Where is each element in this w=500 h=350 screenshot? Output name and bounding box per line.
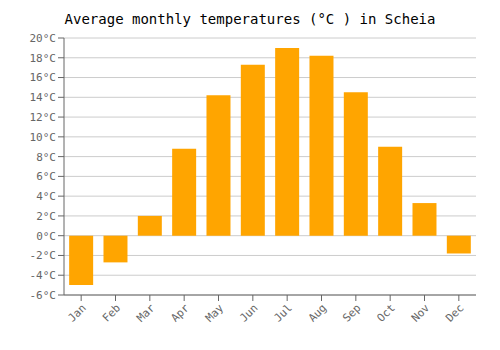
svg-text:6°C: 6°C bbox=[36, 170, 56, 183]
svg-text:Nov: Nov bbox=[409, 301, 433, 325]
svg-text:May: May bbox=[203, 301, 227, 325]
svg-text:14°C: 14°C bbox=[30, 91, 57, 104]
svg-text:12°C: 12°C bbox=[30, 111, 57, 124]
svg-text:Apr: Apr bbox=[169, 301, 193, 325]
svg-text:20°C: 20°C bbox=[30, 32, 57, 45]
svg-text:18°C: 18°C bbox=[30, 52, 57, 65]
svg-text:Feb: Feb bbox=[100, 301, 123, 324]
svg-text:0°C: 0°C bbox=[36, 230, 56, 243]
svg-text:2°C: 2°C bbox=[36, 210, 56, 223]
svg-text:-4°C: -4°C bbox=[30, 269, 57, 282]
svg-text:-6°C: -6°C bbox=[30, 289, 57, 302]
svg-text:Oct: Oct bbox=[375, 301, 398, 324]
svg-text:Sep: Sep bbox=[340, 301, 363, 324]
svg-text:8°C: 8°C bbox=[36, 151, 56, 164]
svg-text:4°C: 4°C bbox=[36, 190, 56, 203]
svg-text:Jan: Jan bbox=[66, 301, 89, 324]
svg-text:Mar: Mar bbox=[134, 301, 158, 325]
svg-text:Jul: Jul bbox=[272, 301, 295, 324]
html-text:Average monthly temperatures (: Average monthly temperatures (°C ) in Sc… bbox=[64, 11, 436, 27]
svg-text:Dec: Dec bbox=[443, 301, 466, 324]
svg-text:10°C: 10°C bbox=[30, 131, 57, 144]
svg-text:16°C: 16°C bbox=[30, 71, 57, 84]
svg-text:-2°C: -2°C bbox=[30, 249, 57, 262]
svg-text:Aug: Aug bbox=[306, 301, 329, 324]
svg-text:Jun: Jun bbox=[237, 301, 260, 324]
